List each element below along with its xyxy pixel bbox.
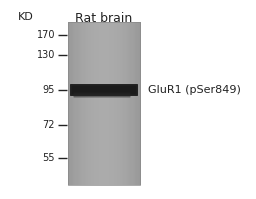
Bar (126, 22, 127, 185)
Bar (99, 22, 101, 185)
Bar (108, 22, 109, 185)
Text: 55: 55 (42, 153, 55, 163)
Bar (93, 22, 95, 185)
Bar (121, 22, 123, 185)
Bar (88, 22, 90, 185)
Bar (97, 22, 99, 185)
Bar (115, 22, 116, 185)
Text: 72: 72 (42, 120, 55, 130)
Bar (91, 22, 92, 185)
Bar (81, 22, 83, 185)
Bar (103, 22, 104, 185)
Bar (79, 22, 80, 185)
Bar (123, 22, 125, 185)
Text: GluR1 (pSer849): GluR1 (pSer849) (148, 85, 241, 95)
Bar (80, 22, 82, 185)
Bar (132, 22, 133, 185)
Bar (75, 22, 77, 185)
Bar (122, 22, 124, 185)
Text: Rat brain: Rat brain (75, 12, 133, 25)
Bar (128, 22, 130, 185)
Bar (133, 22, 134, 185)
Bar (112, 22, 114, 185)
Bar (124, 22, 126, 185)
FancyBboxPatch shape (70, 84, 138, 96)
Bar (118, 22, 120, 185)
Bar (135, 22, 137, 185)
Text: KD: KD (18, 12, 34, 22)
Bar (120, 22, 121, 185)
Bar (72, 22, 73, 185)
Bar (95, 22, 97, 185)
Bar (129, 22, 131, 185)
Bar (87, 22, 89, 185)
Bar (134, 22, 136, 185)
Text: 130: 130 (37, 50, 55, 60)
Bar (136, 22, 138, 185)
Bar (127, 22, 129, 185)
Bar (82, 22, 84, 185)
Text: 95: 95 (43, 85, 55, 95)
Bar (106, 22, 108, 185)
Bar (70, 22, 72, 185)
FancyBboxPatch shape (71, 86, 136, 95)
Text: 170: 170 (37, 30, 55, 40)
Bar (73, 22, 74, 185)
Bar (84, 22, 85, 185)
Bar (105, 22, 107, 185)
Bar (138, 22, 139, 185)
Bar (114, 22, 115, 185)
Bar (90, 22, 91, 185)
FancyBboxPatch shape (73, 93, 131, 98)
Bar (110, 22, 112, 185)
Bar (98, 22, 100, 185)
Bar (102, 22, 103, 185)
FancyBboxPatch shape (70, 84, 138, 96)
Bar (130, 22, 132, 185)
Bar (85, 22, 87, 185)
Bar (68, 22, 70, 185)
Bar (92, 22, 94, 185)
Bar (111, 22, 113, 185)
Bar (76, 22, 78, 185)
Bar (139, 22, 141, 185)
Bar (109, 22, 111, 185)
Bar (74, 22, 76, 185)
Bar (100, 22, 102, 185)
Bar (116, 22, 118, 185)
FancyBboxPatch shape (70, 84, 138, 96)
Bar (68, 22, 140, 185)
Bar (94, 22, 96, 185)
Bar (78, 22, 79, 185)
Bar (117, 22, 119, 185)
Bar (86, 22, 88, 185)
Bar (104, 22, 106, 185)
Bar (69, 22, 71, 185)
